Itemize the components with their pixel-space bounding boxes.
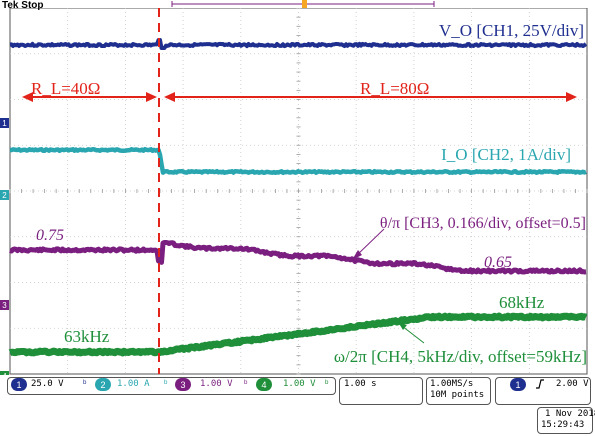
ch2-scale: 1.00 A [117,379,150,389]
freq-68-label: 68kHz [499,293,545,312]
svg-text:3: 3 [2,301,7,310]
acquisition-box[interactable] [426,377,491,405]
trigger-source-badge: 1 [510,378,526,391]
ch1-badge[interactable]: 1 [11,378,27,391]
sample-rate: 1.00MS/s [430,379,474,389]
channel-readout-strip [7,377,336,395]
record-length: 10M points [430,390,485,400]
ch4-bw-icon: ᵇ [325,378,329,388]
ch3-bw-icon: ᵇ [244,378,248,388]
rl-40-label: R_L=40Ω [31,79,100,98]
ch2-badge[interactable]: 2 [95,378,111,391]
freq-63-label: 63kHz [64,327,110,346]
value-0-65: 0.65 [484,254,512,271]
ch4-badge[interactable]: 4 [256,378,272,391]
rl-40-arrow [22,92,157,102]
rl-80-arrow [164,92,577,102]
io-label: I_O [CH2, 1A/div] [441,145,571,164]
run-status: Tek Stop [2,0,44,11]
omega-pointer-arrow [398,322,425,344]
date-time-box [537,407,593,434]
time: 15:29:43 [541,420,585,430]
timebase-box[interactable] [339,377,423,405]
theta-label: θ/π [CH3, 0.166/div, offset=0.5] [380,215,586,232]
svg-text:1: 1 [2,119,7,128]
vo-label: V_O [CH1, 25V/div] [439,21,584,40]
ch1-bw-icon: ᵇ [83,378,87,388]
timebase-value: 1.00 s [344,379,377,389]
svg-text:2: 2 [2,191,7,200]
channel-1-marker[interactable]: 1 [0,118,9,128]
omega-label: ω/2π [CH4, 5kHz/div, offset=59kHz] [334,347,587,366]
ch3-scale: 1.00 V [200,379,233,389]
ch4-waveform [8,312,588,357]
ch2-waveform [9,146,587,176]
rl-80-label: R_L=80Ω [360,79,429,98]
date: 1 Nov 2018 [545,409,595,419]
channel-2-marker[interactable]: 2 [0,190,9,200]
trigger-position-icon[interactable] [302,0,307,8]
channel-3-marker[interactable]: 3 [0,300,9,310]
ch1-scale: 25.0 V [31,379,64,389]
ch3-badge[interactable]: 3 [175,378,191,391]
trigger-level: 2.00 V [556,379,589,389]
ch2-bw-icon: ᵇ [164,378,168,388]
ch1-waveform [9,38,588,50]
rising-edge-icon [536,379,544,389]
ch3-waveform [9,240,587,275]
value-0-75: 0.75 [36,227,64,244]
theta-pointer-arrow [352,228,385,260]
ch4-scale: 1.00 V [283,379,316,389]
